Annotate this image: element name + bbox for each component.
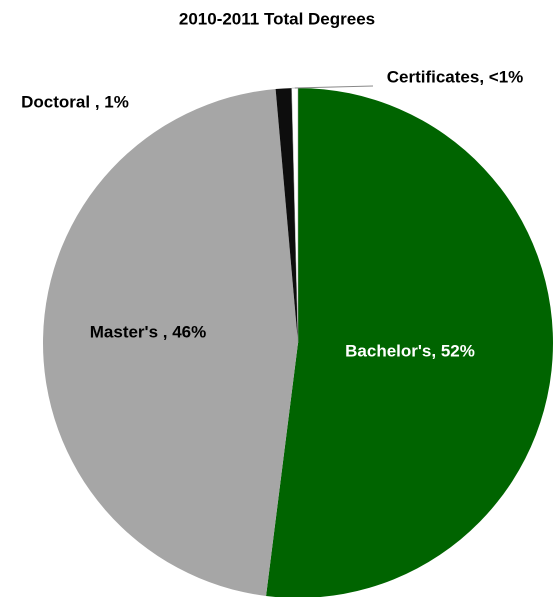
pie-slice (42, 88, 298, 596)
data-label: Certificates, <1% (387, 67, 524, 86)
data-label: Master's , 46% (90, 322, 207, 341)
chart-title: 2010-2011 Total Degrees (179, 9, 375, 28)
data-label: Bachelor's, 52% (345, 341, 475, 360)
pie-slice (266, 88, 553, 597)
pie-slice (275, 88, 298, 343)
data-label: Doctoral , 1% (21, 92, 129, 111)
leader-line (294, 85, 374, 89)
